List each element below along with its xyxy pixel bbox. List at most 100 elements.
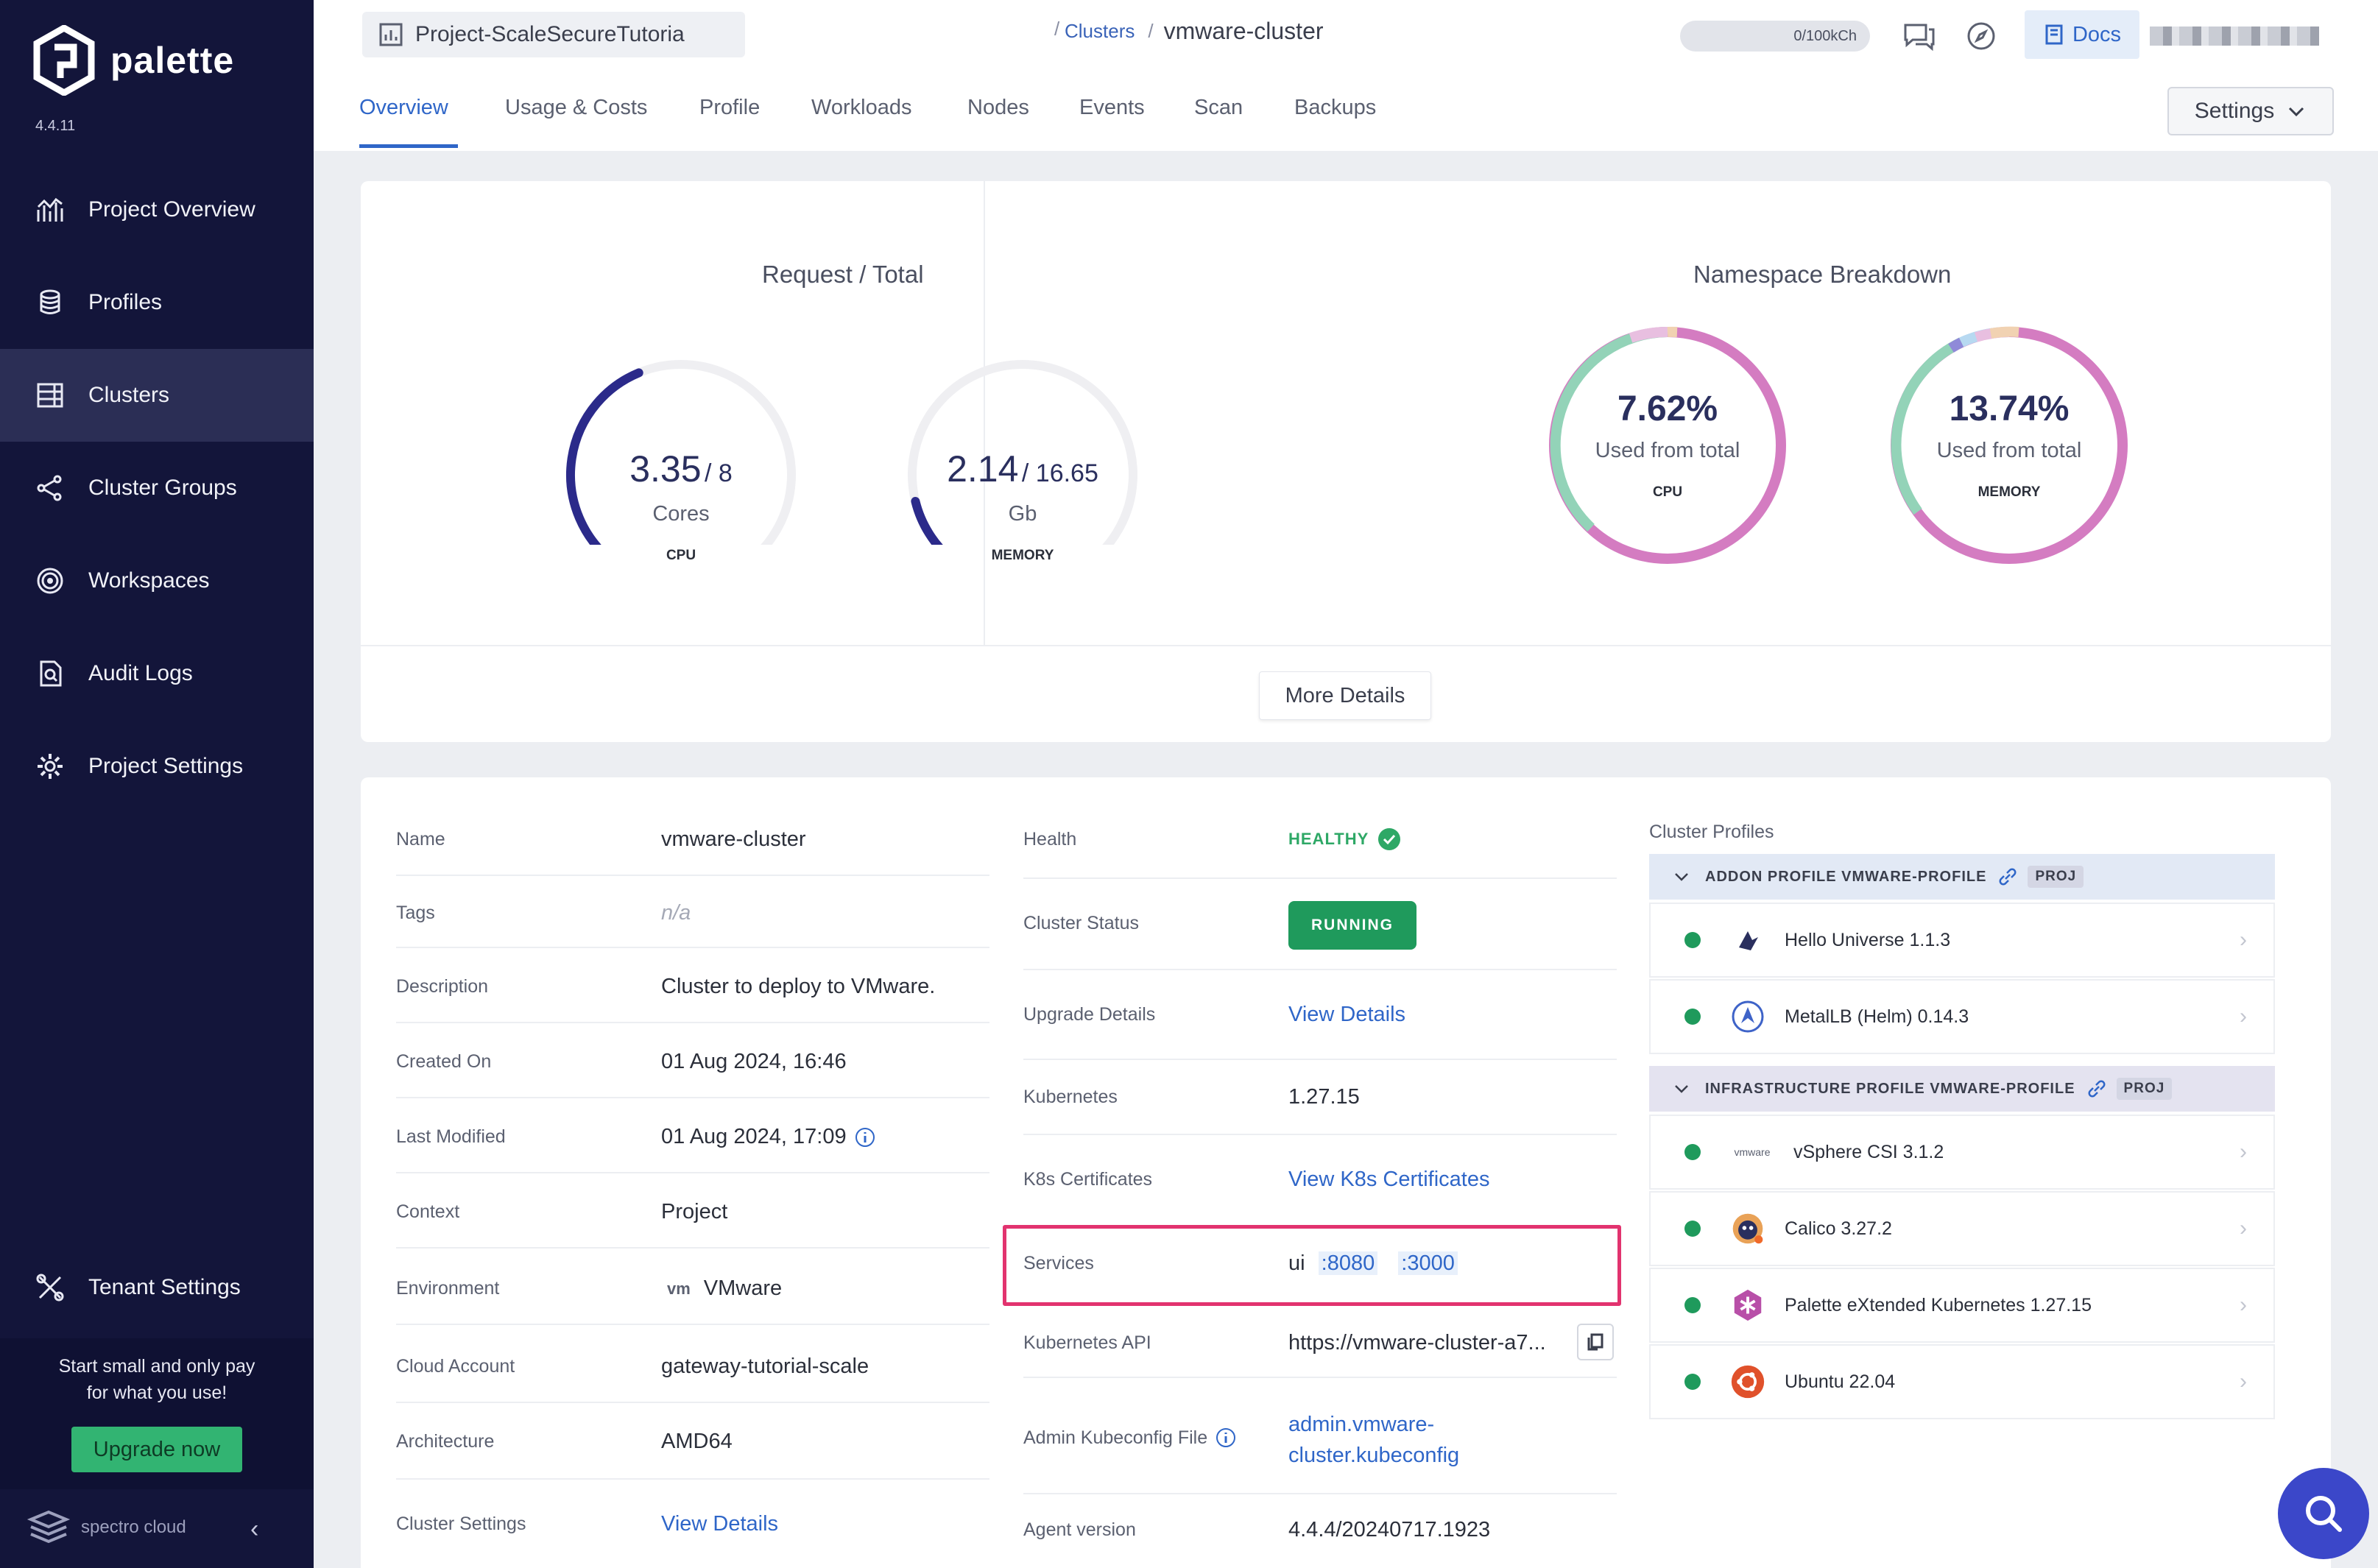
kubeconfig-label: Admin Kubeconfig File	[1023, 1427, 1208, 1448]
version-label: 4.4.11	[35, 118, 76, 134]
upgrade-details-link[interactable]: View Details	[1288, 1003, 1406, 1026]
memory-used: 2.14	[947, 448, 1019, 490]
docs-label: Docs	[2072, 22, 2122, 46]
chevron-right-icon: ›	[2240, 1369, 2247, 1394]
check-circle-icon	[1378, 828, 1401, 850]
user-menu[interactable]	[2150, 27, 2319, 46]
name-label: Name	[396, 829, 445, 850]
sidebar-item-workspaces[interactable]: Workspaces	[0, 534, 314, 627]
gear-icon	[38, 754, 63, 779]
tab-profile[interactable]: Profile	[699, 96, 761, 119]
row-divider	[396, 1402, 989, 1403]
docs-button[interactable]: Docs	[2025, 10, 2139, 59]
memory-unit: Gb	[1008, 502, 1037, 526]
health-status: HEALTHY	[1288, 827, 1401, 851]
hello-universe-logo	[1730, 922, 1765, 958]
upgrade-promo: Start small and only pay for what you us…	[0, 1338, 314, 1489]
spectro-cloud-text: spectro cloud	[81, 1517, 186, 1537]
sidebar-item-audit-logs[interactable]: Audit Logs	[0, 627, 314, 720]
help-search-button[interactable]	[2278, 1468, 2369, 1559]
collapse-sidebar-icon[interactable]: ‹	[250, 1515, 259, 1543]
tab-nodes[interactable]: Nodes	[967, 96, 1029, 119]
cpu-total: / 8	[704, 459, 733, 487]
row-divider	[1023, 969, 1617, 970]
palette-kubernetes-logo	[1730, 1288, 1765, 1323]
sidebar-item-clusters[interactable]: Clusters	[0, 349, 314, 442]
row-divider	[396, 1324, 989, 1325]
row-divider	[396, 947, 989, 948]
architecture-label: Architecture	[396, 1431, 495, 1452]
tab-events[interactable]: Events	[1079, 96, 1145, 119]
sidebar-item-project-overview[interactable]: Project Overview	[0, 163, 314, 256]
link-icon	[2088, 1080, 2106, 1098]
chevron-right-icon: ›	[2240, 1140, 2247, 1164]
tab-backups[interactable]: Backups	[1294, 96, 1377, 119]
service-port-3000[interactable]: :3000	[1398, 1251, 1458, 1275]
sidebar-item-label: Project Settings	[88, 754, 244, 778]
profile-pack-ubuntu[interactable]: Ubuntu 22.04 ›	[1649, 1344, 2275, 1419]
tab-overview[interactable]: Overview	[359, 96, 448, 119]
copy-api-button[interactable]	[1577, 1324, 1614, 1360]
ns-cpu-caption: CPU	[1652, 484, 1683, 500]
memory-gauge-track	[908, 360, 1137, 545]
row-divider	[396, 1247, 989, 1249]
pack-label: Ubuntu 22.04	[1785, 1371, 1896, 1392]
kubeconfig-link[interactable]: admin.vmware- cluster.kubeconfig	[1288, 1409, 1459, 1471]
more-details-button[interactable]: More Details	[1259, 671, 1431, 720]
link-icon	[1999, 868, 2017, 886]
ns-memory-caption: MEMORY	[1977, 484, 2041, 500]
k8s-certificates-link[interactable]: View K8s Certificates	[1288, 1168, 1490, 1191]
infrastructure-profile-header[interactable]: INFRASTRUCTURE PROFILE VMWARE-PROFILE PR…	[1649, 1066, 2275, 1112]
compass-icon[interactable]	[1963, 18, 2000, 54]
service-port-8080[interactable]: :8080	[1318, 1251, 1378, 1275]
ns-memory-sub: Used from total	[1936, 439, 2082, 462]
description-value: Cluster to deploy to VMware.	[661, 975, 936, 998]
search-icon	[2306, 1496, 2342, 1532]
profile-pack-metallb[interactable]: MetalLB (Helm) 0.14.3 ›	[1649, 979, 2275, 1054]
settings-dropdown[interactable]: Settings	[2167, 87, 2334, 135]
environment-value: VMware	[703, 1276, 783, 1300]
status-dot	[1684, 1144, 1701, 1160]
sidebar-item-project-settings[interactable]: Project Settings	[0, 720, 314, 813]
chat-icon[interactable]	[1901, 18, 1938, 54]
usage-card	[361, 181, 2331, 742]
request-total-title: Request / Total	[762, 261, 924, 288]
profile-pack-hello-universe[interactable]: Hello Universe 1.1.3 ›	[1649, 903, 2275, 978]
tab-usage-costs[interactable]: Usage & Costs	[505, 96, 648, 119]
sidebar-item-cluster-groups[interactable]: Cluster Groups	[0, 442, 314, 534]
cluster-name: vmware-cluster	[661, 827, 806, 851]
pack-label: vSphere CSI 3.1.2	[1793, 1141, 1944, 1162]
row-divider	[1023, 1493, 1617, 1494]
proj-badge: PROJ	[2116, 1078, 2173, 1100]
cpu-gauge-fill	[566, 368, 643, 545]
sidebar-item-label: Workspaces	[88, 568, 210, 593]
sidebar-item-tenant-settings[interactable]: Tenant Settings	[0, 1241, 314, 1334]
sidebar-item-profiles[interactable]: Profiles	[0, 256, 314, 349]
info-icon[interactable]	[1215, 1427, 1237, 1449]
usage-footer-divider	[361, 645, 2331, 646]
project-selector[interactable]: Project-ScaleSecureTutoria	[362, 12, 745, 57]
ns-memory-percent: 13.74%	[1949, 389, 2070, 428]
status-dot	[1684, 932, 1701, 948]
breadcrumb: /	[741, 18, 1059, 40]
breadcrumb-clusters[interactable]: Clusters	[1065, 20, 1135, 42]
project-name: Project-ScaleSecureTutoria	[415, 22, 685, 46]
breadcrumb-items: Clusters / vmware-cluster	[1054, 18, 1324, 45]
addon-profile-name: ADDON PROFILE VMWARE-PROFILE	[1705, 868, 1987, 885]
profile-pack-calico[interactable]: Calico 3.27.2 ›	[1649, 1191, 2275, 1266]
credits-meter: 0/100kCh	[1680, 21, 1870, 52]
cluster-settings-link[interactable]: View Details	[661, 1512, 779, 1536]
file-search-icon	[40, 660, 62, 687]
info-icon[interactable]	[854, 1126, 876, 1148]
tab-workloads[interactable]: Workloads	[811, 96, 912, 119]
profile-pack-vsphere-csi[interactable]: vmware vSphere CSI 3.1.2 ›	[1649, 1115, 2275, 1190]
addon-profile-header[interactable]: ADDON PROFILE VMWARE-PROFILE PROJ	[1649, 854, 2275, 900]
kubernetes-label: Kubernetes	[1023, 1087, 1118, 1107]
profile-pack-pxk[interactable]: Palette eXtended Kubernetes 1.27.15 ›	[1649, 1268, 2275, 1343]
last-modified-row: 01 Aug 2024, 17:09	[661, 1125, 876, 1149]
tab-scan[interactable]: Scan	[1194, 96, 1243, 119]
last-modified-label: Last Modified	[396, 1126, 506, 1147]
upgrade-now-button[interactable]: Upgrade now	[71, 1427, 242, 1472]
palette-logo[interactable]: palette	[32, 25, 234, 96]
cluster-settings-label: Cluster Settings	[396, 1514, 526, 1534]
